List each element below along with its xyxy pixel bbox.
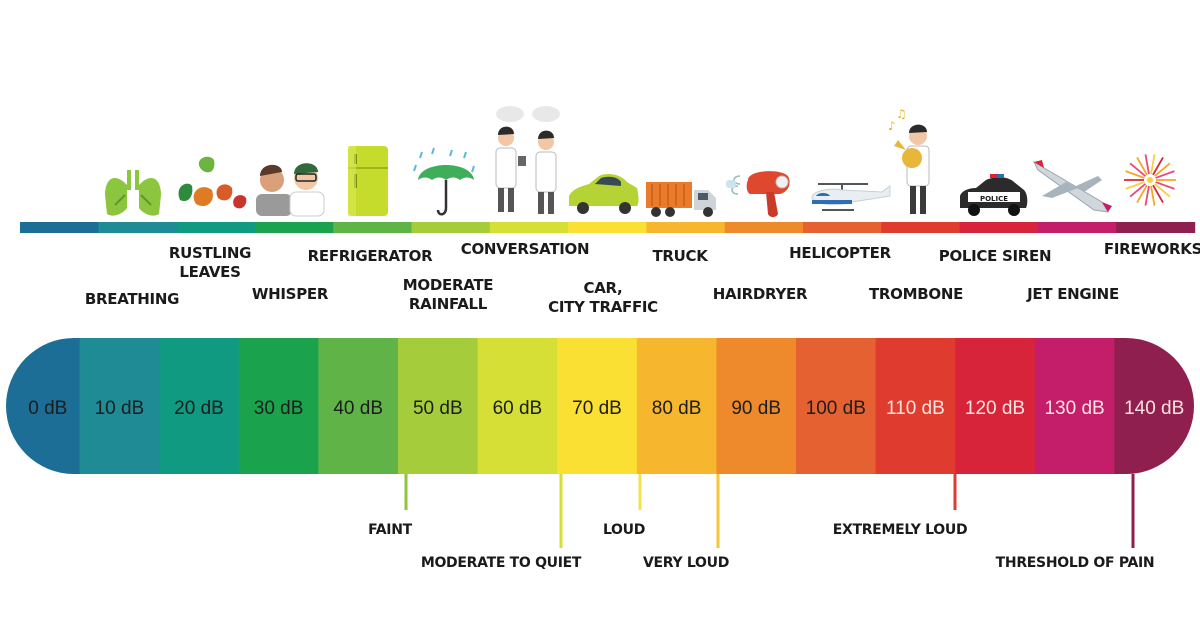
lungs-icon: [105, 170, 161, 216]
strip-segment: [881, 222, 961, 233]
segment-100-db: [796, 338, 877, 474]
segment-10-db: [79, 338, 160, 474]
leader-line-5: [1131, 474, 1135, 548]
source-label-jet-engine: JET ENGINE: [1027, 285, 1119, 303]
source-label-rustling-leaves: RUSTLING LEAVES: [168, 244, 252, 281]
level-label-moderate-to-quiet: MODERATE TO QUIET: [420, 555, 582, 571]
level-label-extremely-loud: EXTREMELY LOUD: [832, 522, 968, 538]
level-label-loud: LOUD: [602, 522, 646, 538]
strip-segment: [411, 222, 491, 233]
car-icon: [569, 174, 639, 214]
level-label-very-loud: VERY LOUD: [642, 555, 730, 571]
police-badge-text: POLICE: [980, 195, 1008, 203]
source-label-moderate-rainfall: MODERATE RAINFALL: [402, 276, 494, 313]
source-label-police-siren: POLICE SIREN: [938, 247, 1052, 265]
segment-label-10-db: 10 dB: [95, 398, 145, 419]
truck-icon: [646, 182, 716, 217]
top-color-strip: [20, 222, 1196, 233]
segment-label-60-db: 60 dB: [493, 398, 543, 419]
strip-segment: [98, 222, 178, 233]
conversation-icon: [495, 106, 560, 214]
svg-text:♫: ♫: [896, 107, 907, 121]
segment-90-db: [716, 338, 797, 474]
strip-segment: [20, 222, 99, 233]
strip-segment: [1037, 222, 1117, 233]
segment-70-db: [557, 338, 638, 474]
strip-segment: [959, 222, 1039, 233]
segment-40-db: [318, 338, 399, 474]
loudness-leader-lines: [404, 474, 1135, 548]
source-label-whisper: WHISPER: [251, 285, 329, 303]
source-label-breathing: BREATHING: [84, 290, 180, 308]
segment-50-db: [398, 338, 479, 474]
decibel-bar: 0 dB 10 dB 20 dB 30 dB 40 dB 50 dB 60 dB 70 dB 8…: [6, 338, 1194, 474]
segment-label-130-db: 130 dB: [1044, 398, 1104, 419]
hairdryer-icon: [726, 171, 790, 217]
strip-segment: [333, 222, 413, 233]
sound-source-icons: ♪♫ POLICE: [105, 106, 1176, 217]
segment-120-db: [955, 338, 1036, 474]
segment-110-db: [875, 338, 956, 474]
jet-icon: [1032, 160, 1112, 213]
strip-segment: [646, 222, 726, 233]
segment-130-db: [1034, 338, 1115, 474]
segment-30-db: [238, 338, 319, 474]
source-label-trombone: TROMBONE: [868, 285, 964, 303]
segment-label-100-db: 100 dB: [806, 398, 866, 419]
strip-segment: [1116, 222, 1196, 233]
leader-line-4: [953, 474, 957, 510]
strip-segment: [489, 222, 569, 233]
umbrella-rain-icon: [413, 147, 475, 216]
whisper-icon: [256, 163, 325, 217]
source-label-hairdryer: HAIRDRYER: [712, 285, 808, 303]
segment-label-120-db: 120 dB: [965, 398, 1025, 419]
segment-label-0-db: 0 dB: [28, 398, 67, 419]
trombone-player-icon: ♪♫: [888, 107, 930, 214]
fireworks-icon: [1124, 154, 1176, 206]
police-car-icon: POLICE: [960, 174, 1028, 216]
source-label-car-city-traffic: CAR, CITY TRAFFIC: [548, 279, 658, 316]
segment-label-90-db: 90 dB: [731, 398, 781, 419]
segment-label-20-db: 20 dB: [174, 398, 224, 419]
source-label-conversation: CONVERSATION: [460, 240, 590, 258]
segment-label-50-db: 50 dB: [413, 398, 463, 419]
svg-text:♪: ♪: [888, 119, 896, 133]
strip-segment: [176, 222, 256, 233]
segment-label-40-db: 40 dB: [333, 398, 383, 419]
segment-20-db: [159, 338, 240, 474]
level-label-faint: FAINT: [368, 522, 412, 538]
source-label-truck: TRUCK: [652, 247, 708, 265]
source-label-fireworks: FIREWORKS: [1103, 240, 1200, 258]
segment-label-140-db: 140 dB: [1124, 398, 1184, 419]
source-label-refrigerator: REFRIGERATOR: [307, 247, 433, 265]
leaves-icon: [178, 156, 247, 209]
leader-line-2: [638, 474, 642, 510]
strip-segment: [803, 222, 882, 233]
segment-80-db: [636, 338, 717, 474]
segment-60-db: [477, 338, 558, 474]
strip-segment: [568, 222, 648, 233]
strip-segment: [254, 222, 334, 233]
helicopter-icon: [811, 183, 891, 211]
strip-segment: [724, 222, 804, 233]
leader-line-3: [716, 474, 720, 548]
segment-label-70-db: 70 dB: [572, 398, 622, 419]
refrigerator-icon: [348, 146, 388, 216]
segment-label-80-db: 80 dB: [652, 398, 702, 419]
level-label-threshold-of-pain: THRESHOLD OF PAIN: [995, 555, 1155, 571]
leader-line-0: [404, 474, 408, 510]
leader-line-1: [559, 474, 563, 548]
segment-label-110-db: 110 dB: [886, 398, 945, 419]
segment-label-30-db: 30 dB: [254, 398, 304, 419]
source-label-helicopter: HELICOPTER: [789, 244, 891, 262]
